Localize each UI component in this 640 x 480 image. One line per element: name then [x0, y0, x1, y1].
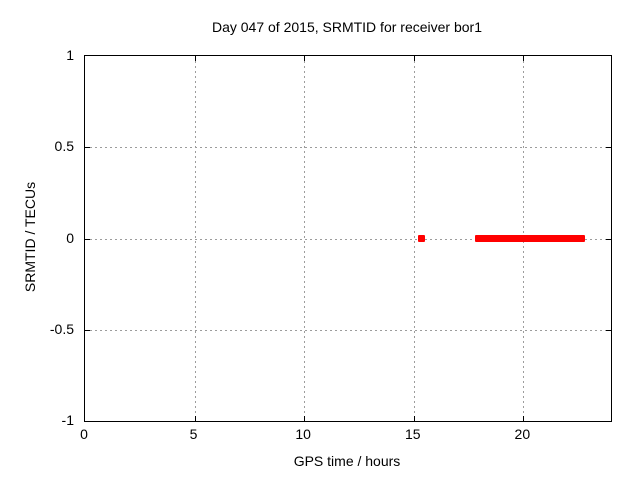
x-tick-label: 20 — [514, 426, 531, 442]
y-tick-right — [606, 238, 611, 240]
x-tick-bottom — [413, 416, 415, 421]
y-tick-right — [606, 329, 611, 331]
y-tick-label: 0 — [66, 229, 74, 246]
data-segment — [418, 235, 426, 242]
y-tick-left — [85, 238, 90, 240]
y-tick-label: -1 — [61, 412, 74, 428]
x-tick-top — [413, 56, 415, 61]
x-tick-label: 10 — [295, 426, 311, 442]
y-tick-left — [85, 147, 90, 149]
y-tick-right — [606, 147, 611, 149]
y-gridline — [85, 238, 611, 240]
x-tick-top — [304, 56, 306, 61]
x-tick-label: 5 — [189, 426, 198, 442]
x-tick-bottom — [194, 416, 196, 421]
plot-area — [84, 55, 612, 422]
y-tick-label: 0.5 — [54, 138, 74, 155]
x-tick-bottom — [304, 416, 306, 421]
x-tick-label: 0 — [80, 426, 88, 442]
y-gridline — [85, 147, 611, 149]
x-tick-bottom — [523, 416, 525, 421]
x-axis-label: GPS time / hours — [293, 453, 401, 469]
chart-title: Day 047 of 2015, SRMTID for receiver bor… — [211, 19, 482, 35]
data-segment — [475, 235, 585, 242]
y-tick-left — [85, 329, 90, 331]
y-tick-label: -0.5 — [49, 320, 74, 337]
y-tick-label: 1 — [66, 47, 74, 63]
x-tick-label: 15 — [404, 426, 421, 442]
y-gridline — [85, 329, 611, 331]
x-tick-top — [523, 56, 525, 61]
x-tick-top — [194, 56, 196, 61]
